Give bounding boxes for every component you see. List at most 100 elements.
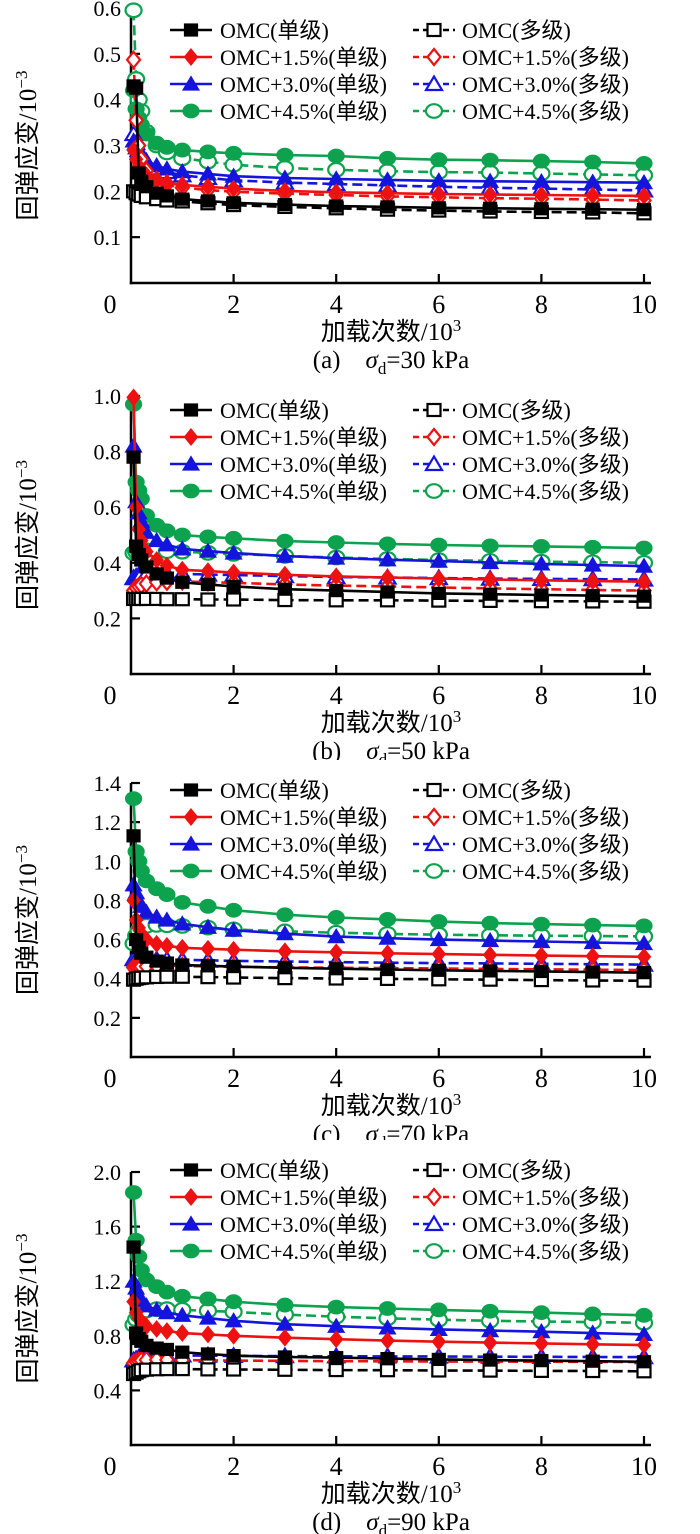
legend-label: OMC(单级) bbox=[220, 398, 329, 423]
y-tick-label: 0.4 bbox=[94, 1378, 122, 1403]
legend-label: OMC(单级) bbox=[220, 1158, 329, 1183]
legend-item: OMC+1.5%(多级) bbox=[413, 425, 629, 450]
legend-label: OMC+4.5%(多级) bbox=[462, 859, 629, 884]
x-tick-label: 4 bbox=[330, 1064, 343, 1093]
x-tick-label: 10 bbox=[631, 1452, 657, 1481]
legend-item: OMC(单级) bbox=[170, 778, 329, 803]
data-point bbox=[149, 934, 164, 953]
data-point bbox=[585, 1354, 600, 1368]
data-point bbox=[532, 538, 551, 554]
data-point bbox=[329, 1351, 344, 1365]
data-point bbox=[534, 1354, 549, 1368]
data-point bbox=[137, 1297, 156, 1313]
legend-label: OMC+4.5%(单级) bbox=[220, 859, 387, 884]
x-tick-label: 6 bbox=[432, 290, 445, 319]
data-point bbox=[147, 531, 166, 548]
y-tick-label: 0.4 bbox=[94, 967, 122, 992]
chart-panel-b: 0.2 0.4 0.6 0.8 1.0 0 2 4 6 8 10 回弹应变/10−3 加载次数/103(… bbox=[0, 380, 700, 760]
x-tick-label: 10 bbox=[631, 1064, 657, 1093]
data-point bbox=[147, 908, 166, 924]
data-point bbox=[276, 1297, 294, 1313]
legend-marker-square bbox=[183, 403, 199, 417]
data-point bbox=[226, 970, 242, 985]
data-point bbox=[158, 139, 176, 155]
legend-marker-circle bbox=[424, 483, 444, 499]
legend-item: OMC+1.5%(多级) bbox=[413, 1185, 629, 1210]
data-point bbox=[225, 902, 243, 918]
chart-panel-d: 0.4 0.8 1.2 1.6 2.0 0 2 4 6 8 10 回弹应变/10−3 加载次数/103(… bbox=[0, 1140, 700, 1534]
data-point bbox=[481, 152, 499, 168]
data-point bbox=[158, 1284, 176, 1300]
data-point bbox=[328, 943, 344, 962]
data-point bbox=[431, 1352, 446, 1367]
data-point bbox=[159, 969, 175, 984]
data-point bbox=[199, 1291, 217, 1307]
series-markers-d-0 bbox=[126, 1240, 652, 1369]
data-point bbox=[327, 927, 346, 944]
data-point bbox=[378, 150, 397, 166]
data-point bbox=[276, 907, 294, 923]
data-point bbox=[224, 544, 243, 560]
data-point bbox=[380, 962, 395, 977]
data-point bbox=[159, 936, 175, 955]
data-point bbox=[430, 1302, 448, 1318]
legend-item: OMC+4.5%(单级) bbox=[170, 859, 387, 884]
data-point bbox=[277, 592, 293, 608]
y-axis-label: 回弹应变/10−3 bbox=[12, 70, 42, 220]
legend-item: OMC+3.0%(单级) bbox=[170, 832, 387, 857]
chart-panel-a: 0.1 0.2 0.3 0.4 0.5 0.6 0 2 4 6 8 10 回弹应变/10−3 加载次数/1… bbox=[0, 0, 700, 380]
data-point bbox=[380, 200, 395, 214]
data-point bbox=[532, 1305, 551, 1320]
data-point bbox=[124, 791, 143, 807]
data-point bbox=[277, 961, 292, 975]
legend-marker-triangle bbox=[424, 1214, 444, 1232]
y-tick-label: 0.3 bbox=[94, 134, 122, 159]
data-point bbox=[175, 938, 190, 957]
x-tick-label: 6 bbox=[432, 1452, 445, 1481]
y-tick-label: 1.2 bbox=[94, 1269, 122, 1294]
data-point bbox=[380, 585, 395, 599]
legend-marker-square bbox=[183, 1163, 199, 1177]
data-point bbox=[175, 192, 190, 206]
data-point bbox=[159, 571, 175, 585]
legend-item: OMC(多级) bbox=[413, 778, 571, 803]
legend-marker-square bbox=[426, 1162, 442, 1178]
data-point bbox=[585, 947, 600, 966]
data-point bbox=[636, 966, 652, 980]
y-tick-label: 0.2 bbox=[94, 179, 122, 204]
y-tick-label: 2.0 bbox=[94, 1160, 122, 1185]
data-point bbox=[534, 202, 549, 216]
x-tick-label: 10 bbox=[631, 290, 657, 319]
data-point bbox=[327, 549, 346, 565]
legend-marker-triangle bbox=[424, 454, 444, 472]
panel-caption: (c) σd=70 kPa bbox=[313, 1121, 469, 1140]
legend-label: OMC(多级) bbox=[462, 1158, 571, 1183]
data-point bbox=[277, 198, 292, 212]
x-tick-label: 2 bbox=[227, 290, 240, 319]
y-tick-label: 0.5 bbox=[94, 42, 122, 67]
legend-label: OMC(多级) bbox=[462, 18, 571, 43]
legend-marker-diamond bbox=[183, 48, 199, 66]
data-point bbox=[224, 921, 243, 937]
data-point bbox=[483, 201, 498, 215]
data-point bbox=[200, 939, 216, 958]
data-point bbox=[532, 916, 551, 932]
data-point bbox=[585, 202, 600, 216]
data-point bbox=[583, 556, 602, 572]
data-point bbox=[482, 1333, 498, 1352]
legend-label: OMC(多级) bbox=[462, 778, 571, 803]
y-tick-label: 0.8 bbox=[94, 440, 122, 465]
x-tick-label: 0 bbox=[104, 681, 117, 710]
y-tick-label: 1.0 bbox=[94, 384, 122, 409]
x-tick-label: 2 bbox=[227, 1452, 240, 1481]
data-point bbox=[378, 551, 397, 567]
data-point bbox=[481, 1303, 499, 1319]
x-tick-label: 0 bbox=[104, 290, 117, 319]
data-point bbox=[277, 582, 292, 596]
y-tick-label: 0.8 bbox=[94, 888, 122, 913]
data-point bbox=[380, 1331, 395, 1350]
legend-marker-triangle bbox=[181, 75, 201, 91]
series-markers-a-0 bbox=[126, 79, 652, 217]
legend-marker-circle bbox=[424, 103, 444, 119]
